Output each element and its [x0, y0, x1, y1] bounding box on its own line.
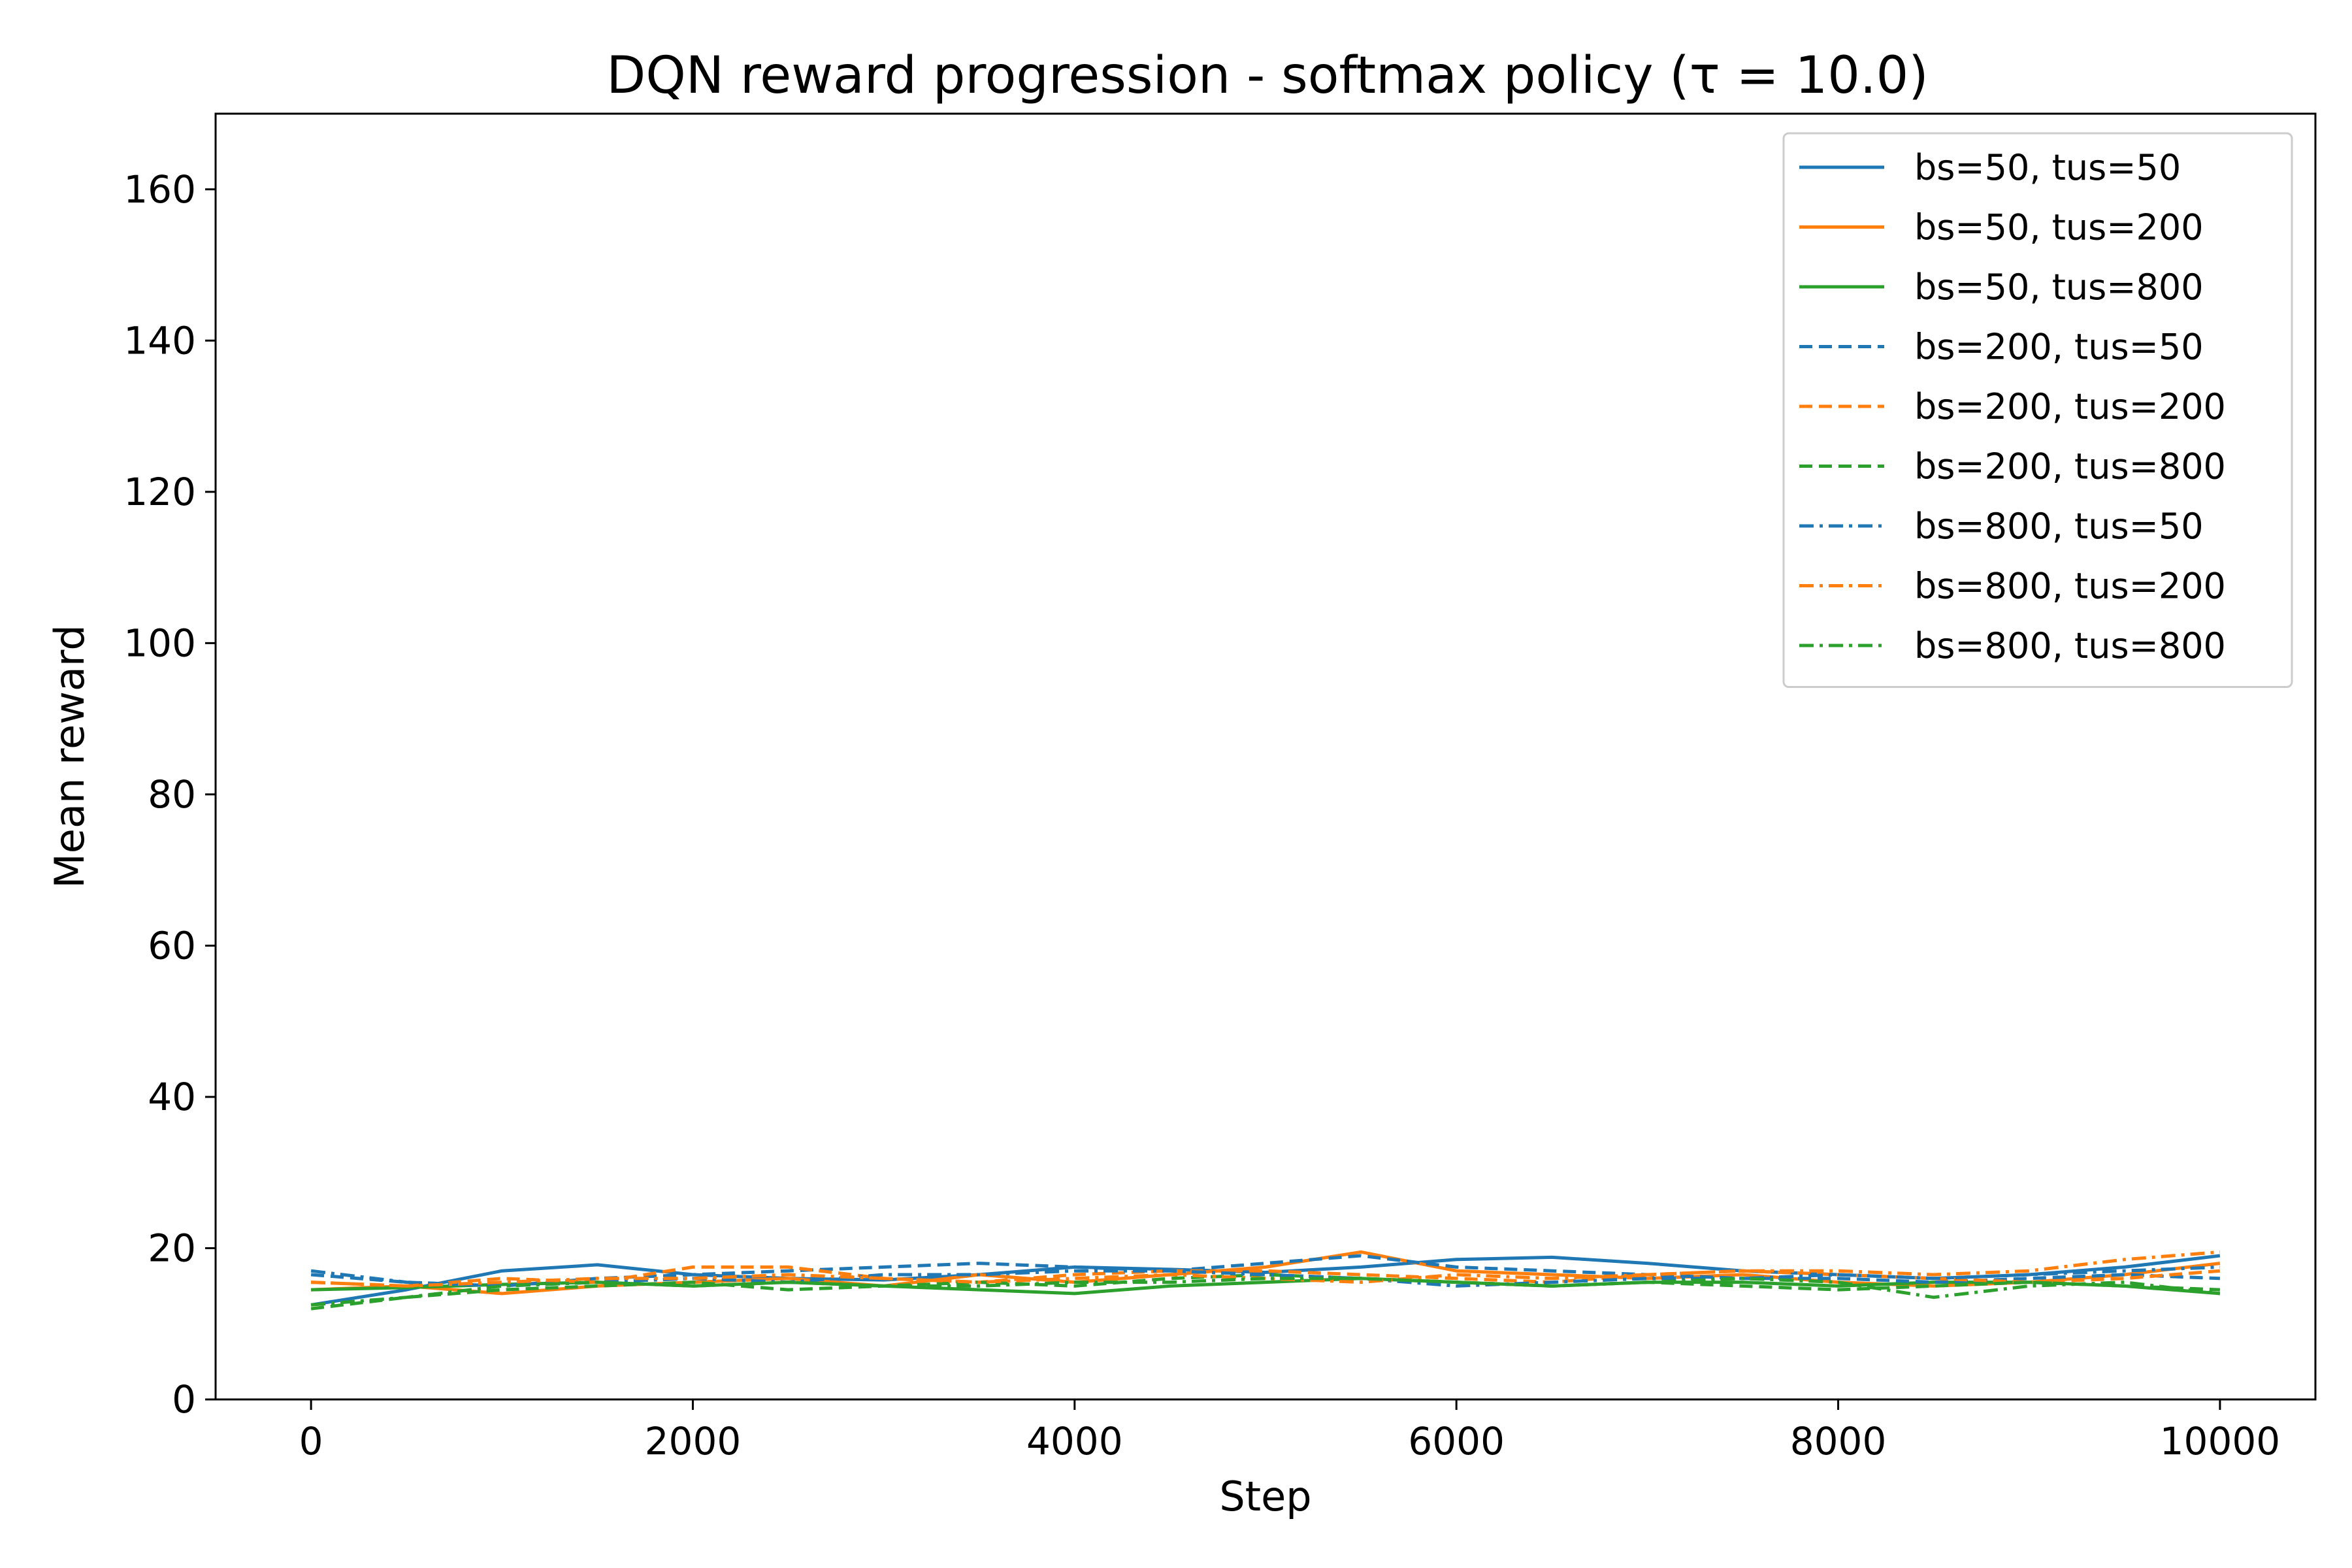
y-tick-label: 120 [123, 470, 196, 514]
y-axis: 0 20 40 60 80 100 120 140 160 [123, 167, 216, 1422]
legend-label: bs=50, tus=800 [1914, 267, 2204, 308]
y-axis-label: Mean reward [46, 625, 93, 888]
legend-label: bs=50, tus=200 [1914, 207, 2204, 248]
y-tick-label: 140 [123, 318, 196, 363]
legend-label: bs=200, tus=50 [1914, 327, 2204, 368]
legend-label: bs=200, tus=200 [1914, 386, 2226, 427]
legend-label: bs=800, tus=50 [1914, 506, 2204, 547]
y-tick-label: 80 [148, 772, 196, 817]
legend-label: bs=800, tus=200 [1914, 566, 2226, 607]
legend: bs=50, tus=50 bs=50, tus=200 bs=50, tus=80… [1782, 132, 2293, 688]
x-tick-label: 8000 [1790, 1419, 1887, 1463]
plot-frame [214, 112, 2317, 1401]
series-line-6 [310, 1265, 2220, 1288]
y-tick-label: 60 [148, 923, 196, 968]
y-tick-label: 0 [172, 1377, 196, 1422]
legend-box [1782, 132, 2293, 688]
x-tick-label: 10000 [2160, 1419, 2281, 1463]
x-tick-label: 2000 [645, 1419, 742, 1463]
legend-label: bs=50, tus=50 [1914, 147, 2181, 188]
y-tick-label: 40 [148, 1075, 196, 1119]
legend-label: bs=800, tus=800 [1914, 625, 2226, 666]
x-tick-label: 0 [299, 1419, 323, 1463]
x-tick-label: 4000 [1026, 1419, 1123, 1463]
legend-label: bs=200, tus=800 [1914, 446, 2226, 487]
series-line-5 [310, 1273, 2220, 1311]
y-tick-label: 100 [123, 621, 196, 665]
x-axis: 0 2000 4000 6000 8000 10000 [299, 1399, 2281, 1463]
x-axis-label: Step [1219, 1473, 1311, 1520]
y-tick-label: 160 [123, 167, 196, 212]
series-line-8 [310, 1277, 2221, 1307]
series-line-7 [311, 1250, 2221, 1288]
chart-title: DQN reward progression - softmax policy … [606, 46, 1928, 105]
x-tick-label: 6000 [1408, 1419, 1505, 1463]
y-tick-label: 20 [148, 1226, 196, 1270]
